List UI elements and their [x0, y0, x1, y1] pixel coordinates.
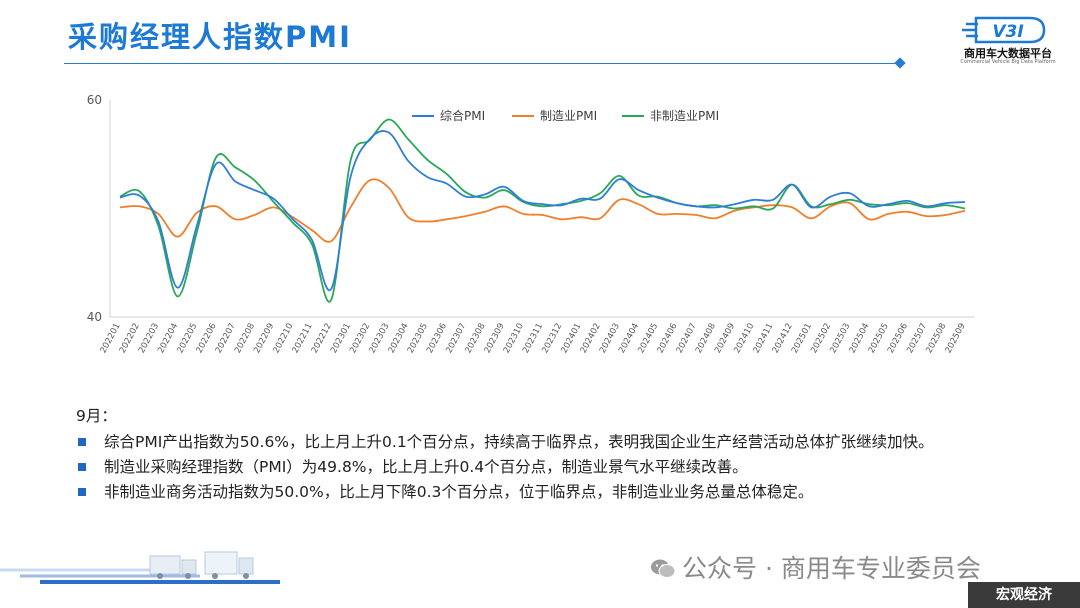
title-divider [64, 63, 902, 64]
note-text: 非制造业商务活动指数为50.0%，比上月下降0.3个百分点，位于临界点，非制造业… [104, 483, 814, 501]
truck-logo-icon: V3I [962, 16, 1046, 44]
y-tick-label: 40 [87, 310, 102, 324]
logo-subtitle: Commercial Vehicle Big Data Platform [960, 59, 1056, 65]
legend-label-1: 制造业PMI [540, 109, 597, 123]
notes-month: 9月： [76, 407, 117, 425]
brand-logo: V3I 商用车大数据平台 Commercial Vehicle Big Data… [958, 12, 1058, 68]
category-tag: 宏观经济 [968, 582, 1080, 608]
page-title: 采购经理人指数PMI [68, 20, 352, 54]
note-item: 非制造业商务活动指数为50.0%，比上月下降0.3个百分点，位于临界点，非制造业… [76, 481, 1016, 503]
series-line-1 [119, 178, 966, 243]
title-divider-end-dot [894, 57, 906, 69]
logo-name: 商用车大数据平台 [964, 47, 1052, 60]
wechat-account: 公众号 · 商用车专业委员会 [650, 549, 981, 585]
note-text: 综合PMI产出指数为50.6%，比上月上升0.1个百分点，持续高于临界点，表明我… [104, 433, 934, 451]
note-item: 制造业采购经理指数（PMI）为49.8%，比上月上升0.4个百分点，制造业景气水… [76, 456, 1016, 478]
logo-mark: V3I [992, 22, 1023, 42]
legend-label-0: 综合PMI [440, 108, 485, 123]
series-line-2 [119, 118, 966, 303]
y-tick-label: 60 [87, 93, 102, 107]
legend-label-2: 非制造业PMI [650, 109, 719, 123]
pmi-line-chart: 4060202201202202202203202204202205202206… [87, 93, 975, 355]
series-line-0 [119, 130, 966, 292]
wechat-icon [651, 559, 676, 578]
bullet-square-icon [78, 488, 86, 496]
trucks-speed-lines-icon [0, 551, 280, 584]
notes-section: 9月： 综合PMI产出指数为50.6%，比上月上升0.1个百分点，持续高于临界点… [76, 405, 1016, 506]
note-text: 制造业采购经理指数（PMI）为49.8%，比上月上升0.4个百分点，制造业景气水… [104, 458, 748, 476]
note-item: 综合PMI产出指数为50.6%，比上月上升0.1个百分点，持续高于临界点，表明我… [76, 431, 1016, 453]
bullet-square-icon [78, 463, 86, 471]
bullet-square-icon [78, 438, 86, 446]
wechat-account-name: 公众号 · 商用车专业委员会 [682, 554, 981, 583]
